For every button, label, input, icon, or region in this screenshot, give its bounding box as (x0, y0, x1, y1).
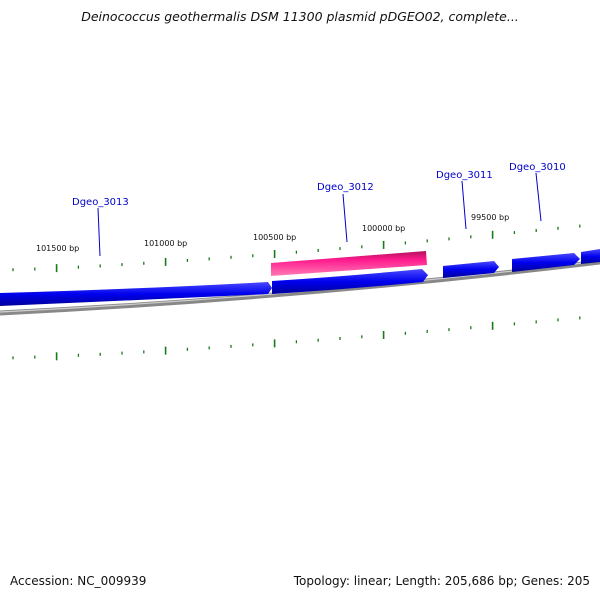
gene-arrow-dgeo-3010[interactable] (512, 253, 580, 272)
map-title: Deinococcus geothermalis DSM 11300 plasm… (81, 9, 519, 24)
ruler-ticks-top (12, 224, 581, 273)
ruler-label-101000: 101000 bp (144, 239, 187, 248)
gene-arrow-lower-left[interactable] (0, 282, 272, 306)
leader-dgeo-3013 (97, 207, 101, 257)
leader-dgeo-3011 (461, 180, 467, 230)
gene-label-dgeo-3012[interactable]: Dgeo_3012 (317, 182, 374, 193)
leader-dgeo-3012 (342, 193, 348, 243)
topology-summary: Topology: linear; Length: 205,686 bp; Ge… (293, 574, 590, 588)
gene-label-dgeo-3013[interactable]: Dgeo_3013 (72, 197, 129, 208)
ruler-ticks-bottom (12, 316, 581, 361)
gene-label-dgeo-3010[interactable]: Dgeo_3010 (509, 162, 566, 173)
accession-text: Accession: NC_009939 (10, 574, 147, 588)
ruler-label-100500: 100500 bp (253, 233, 296, 242)
ruler-label-100000: 100000 bp (362, 224, 405, 233)
gene-arrow-dgeo-3011[interactable] (443, 261, 499, 278)
ruler-label-99500: 99500 bp (471, 213, 509, 222)
gene-arrow-dgeo-3012[interactable] (271, 251, 427, 276)
backbone (0, 259, 600, 316)
gene-label-dgeo-3011[interactable]: Dgeo_3011 (436, 170, 493, 181)
ruler-label-101500: 101500 bp (36, 244, 79, 253)
gene-arrow-lower-mid[interactable] (272, 269, 428, 294)
leader-dgeo-3010 (535, 172, 542, 222)
gene-arrow-right-edge[interactable] (581, 249, 600, 264)
